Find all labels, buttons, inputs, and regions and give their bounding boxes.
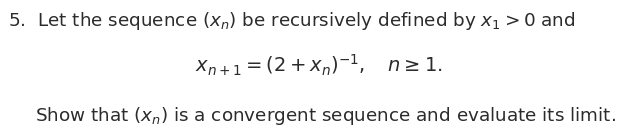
Text: $x_{n+1} = (2 + x_n)^{-1}, \quad n \geq 1.$: $x_{n+1} = (2 + x_n)^{-1}, \quad n \geq … bbox=[195, 53, 443, 78]
Text: Show that $(x_n)$ is a convergent sequence and evaluate its limit.: Show that $(x_n)$ is a convergent sequen… bbox=[35, 105, 616, 127]
Text: 5.  Let the sequence $(x_n)$ be recursively defined by $x_1 > 0$ and: 5. Let the sequence $(x_n)$ be recursive… bbox=[8, 10, 575, 32]
